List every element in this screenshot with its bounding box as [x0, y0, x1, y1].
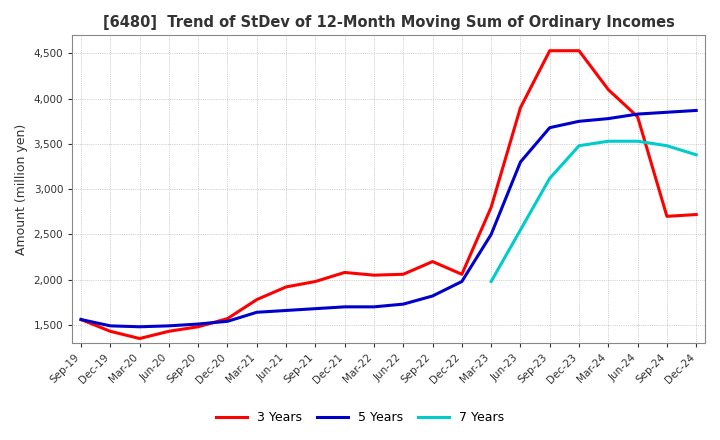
5 Years: [634, 111, 642, 117]
3 Years: [399, 271, 408, 277]
3 Years: [341, 270, 349, 275]
3 Years: [604, 87, 613, 92]
Y-axis label: Amount (million yen): Amount (million yen): [15, 124, 28, 255]
5 Years: [106, 323, 114, 329]
3 Years: [253, 297, 261, 302]
7 Years: [634, 139, 642, 144]
3 Years: [662, 214, 671, 219]
3 Years: [76, 317, 85, 322]
5 Years: [575, 119, 583, 124]
Line: 5 Years: 5 Years: [81, 110, 696, 327]
3 Years: [369, 272, 378, 278]
5 Years: [135, 324, 144, 330]
7 Years: [604, 139, 613, 144]
3 Years: [487, 205, 495, 210]
3 Years: [692, 212, 701, 217]
5 Years: [692, 108, 701, 113]
5 Years: [662, 110, 671, 115]
3 Years: [194, 324, 202, 330]
3 Years: [165, 329, 174, 334]
5 Years: [165, 323, 174, 329]
Title: [6480]  Trend of StDev of 12-Month Moving Sum of Ordinary Incomes: [6480] Trend of StDev of 12-Month Moving…: [103, 15, 675, 30]
Legend: 3 Years, 5 Years, 7 Years: 3 Years, 5 Years, 7 Years: [210, 407, 510, 429]
Line: 3 Years: 3 Years: [81, 51, 696, 338]
3 Years: [516, 105, 525, 110]
5 Years: [76, 317, 85, 322]
3 Years: [106, 329, 114, 334]
5 Years: [282, 308, 290, 313]
3 Years: [223, 316, 232, 321]
3 Years: [311, 279, 320, 284]
3 Years: [428, 259, 437, 264]
5 Years: [428, 293, 437, 299]
5 Years: [369, 304, 378, 309]
5 Years: [194, 321, 202, 326]
3 Years: [457, 271, 466, 277]
5 Years: [223, 319, 232, 324]
5 Years: [253, 310, 261, 315]
3 Years: [282, 284, 290, 290]
5 Years: [311, 306, 320, 311]
Line: 7 Years: 7 Years: [491, 141, 696, 282]
5 Years: [457, 279, 466, 284]
5 Years: [399, 301, 408, 307]
3 Years: [135, 336, 144, 341]
5 Years: [516, 159, 525, 165]
5 Years: [341, 304, 349, 309]
7 Years: [546, 176, 554, 181]
3 Years: [575, 48, 583, 53]
3 Years: [546, 48, 554, 53]
7 Years: [487, 279, 495, 284]
7 Years: [575, 143, 583, 148]
3 Years: [634, 114, 642, 119]
7 Years: [692, 152, 701, 158]
7 Years: [662, 143, 671, 148]
5 Years: [604, 116, 613, 121]
5 Years: [487, 232, 495, 237]
5 Years: [546, 125, 554, 130]
7 Years: [516, 227, 525, 233]
